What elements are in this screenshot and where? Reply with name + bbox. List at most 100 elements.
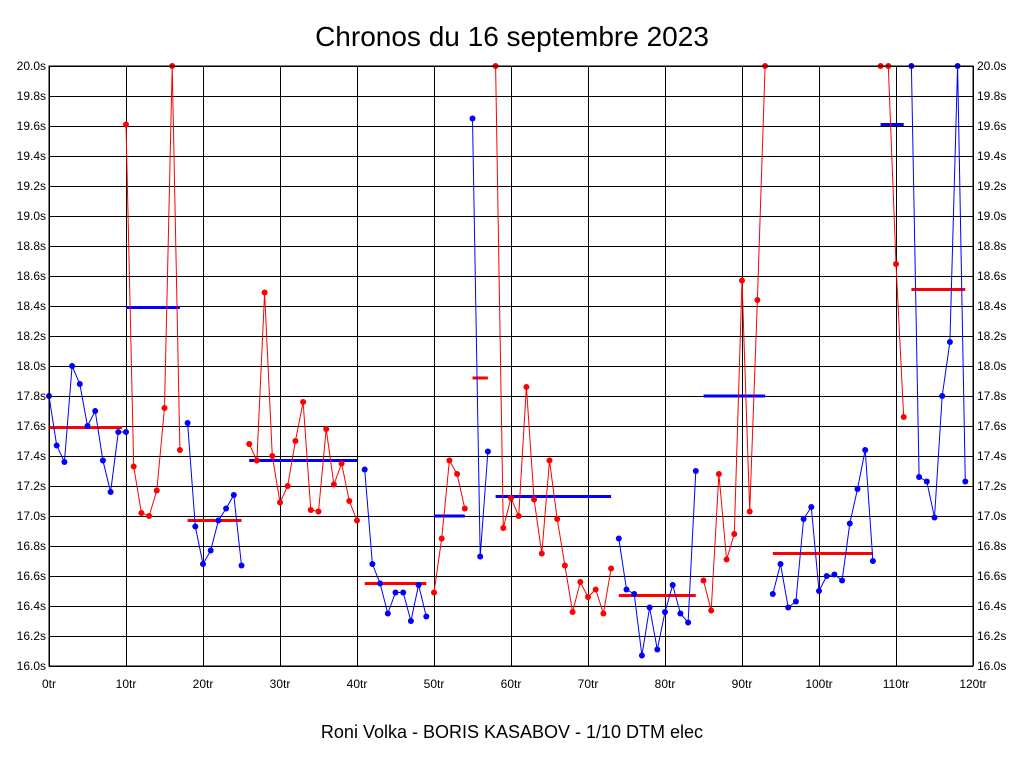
data-point xyxy=(792,598,799,605)
data-point xyxy=(461,505,468,512)
data-point xyxy=(546,457,553,464)
x-tick-label: 20tr xyxy=(193,677,214,691)
data-point xyxy=(939,393,946,399)
grid-layer xyxy=(49,66,974,667)
x-tick-label: 110tr xyxy=(883,677,909,691)
data-point xyxy=(315,508,322,515)
data-point xyxy=(107,489,114,495)
data-point xyxy=(862,447,869,453)
data-point xyxy=(823,573,830,579)
y-tick-label: 19.4s xyxy=(17,149,46,163)
series-segment xyxy=(492,63,615,617)
data-point xyxy=(84,423,91,429)
chart-title: Chronos du 16 septembre 2023 xyxy=(315,21,709,52)
y-tick-label-right: 20.0s xyxy=(977,59,1006,73)
data-point xyxy=(446,457,453,464)
data-point xyxy=(962,478,969,485)
series-segment xyxy=(908,63,969,521)
series-line xyxy=(703,65,766,611)
data-point xyxy=(923,478,930,485)
y-tick-label: 19.2s xyxy=(17,179,46,193)
series-line xyxy=(472,118,489,557)
y-tick-label: 19.8s xyxy=(17,89,46,103)
y-tick-label-right: 18.4s xyxy=(977,299,1006,313)
y-tick-label: 16.2s xyxy=(17,629,46,643)
data-point xyxy=(638,652,645,659)
data-point xyxy=(176,447,183,453)
series-layer xyxy=(46,63,969,659)
data-point xyxy=(238,562,245,569)
data-point xyxy=(869,558,876,564)
series-segment xyxy=(700,63,769,614)
data-point xyxy=(323,426,330,432)
data-point xyxy=(161,405,168,411)
data-point xyxy=(246,441,253,447)
data-point xyxy=(423,613,430,620)
data-point xyxy=(153,487,160,494)
data-point xyxy=(623,586,630,593)
x-tick-label: 30tr xyxy=(270,677,291,691)
series-segment xyxy=(615,468,699,659)
y-tick-label: 17.8s xyxy=(17,389,46,403)
data-point xyxy=(146,513,153,519)
x-tick-label: 50tr xyxy=(424,677,445,691)
data-point xyxy=(508,495,514,501)
data-point xyxy=(946,339,953,345)
data-point xyxy=(646,604,653,611)
y-tick-label: 18.8s xyxy=(17,239,46,253)
data-point xyxy=(816,588,822,594)
y-tick-label: 17.2s xyxy=(17,479,46,493)
y-axis-left-labels: 16.0s 16.2s 16.4s 16.6s 16.8s 17.0s 17.2s 17.4s… xyxy=(17,59,46,673)
y-tick-label-right: 16.6s xyxy=(977,569,1006,583)
series-segment xyxy=(184,420,245,569)
y-tick-label-right: 16.4s xyxy=(977,599,1006,613)
data-point xyxy=(500,525,507,531)
data-point xyxy=(469,115,476,122)
data-point xyxy=(361,466,368,473)
data-point xyxy=(615,535,622,542)
y-tick-label-right: 18.8s xyxy=(977,239,1006,253)
y-tick-label-right: 19.0s xyxy=(977,209,1006,223)
data-point xyxy=(654,646,661,653)
data-point xyxy=(215,517,222,524)
x-tick-label: 120tr xyxy=(959,677,986,691)
data-point xyxy=(138,510,145,516)
series-line xyxy=(618,470,697,656)
y-tick-label-right: 19.8s xyxy=(977,89,1006,103)
x-tick-label: 100tr xyxy=(805,677,832,691)
series-segment xyxy=(361,466,430,624)
chart-subtitle: Roni Volka - BORIS KASABOV - 1/10 DTM el… xyxy=(321,722,703,742)
data-point xyxy=(184,420,191,426)
data-point xyxy=(531,496,538,503)
data-point xyxy=(846,520,853,527)
y-tick-label: 17.4s xyxy=(17,449,46,463)
data-point xyxy=(561,562,568,569)
data-point xyxy=(515,513,522,519)
data-point xyxy=(839,577,846,584)
x-tick-label: 10tr xyxy=(116,677,137,691)
data-point xyxy=(130,463,137,470)
data-point xyxy=(700,577,707,584)
x-tick-label: 80tr xyxy=(655,677,676,691)
plot-frame xyxy=(48,65,974,667)
data-point xyxy=(685,619,692,626)
data-point xyxy=(708,607,715,614)
y-tick-label: 16.8s xyxy=(17,539,46,553)
data-point xyxy=(284,483,291,489)
y-tick-label: 20.0s xyxy=(17,59,46,73)
data-point xyxy=(76,381,83,387)
data-point xyxy=(454,471,461,477)
data-point xyxy=(739,277,745,284)
y-tick-label-right: 18.0s xyxy=(977,359,1006,373)
data-point xyxy=(392,589,399,596)
data-point xyxy=(723,556,730,563)
y-tick-label: 17.0s xyxy=(17,509,46,523)
data-point xyxy=(769,591,776,597)
data-point xyxy=(53,442,60,449)
data-point xyxy=(99,457,106,464)
data-point xyxy=(300,399,307,405)
data-point xyxy=(123,121,129,128)
x-tick-label: 0tr xyxy=(42,677,56,691)
data-point xyxy=(692,468,699,474)
